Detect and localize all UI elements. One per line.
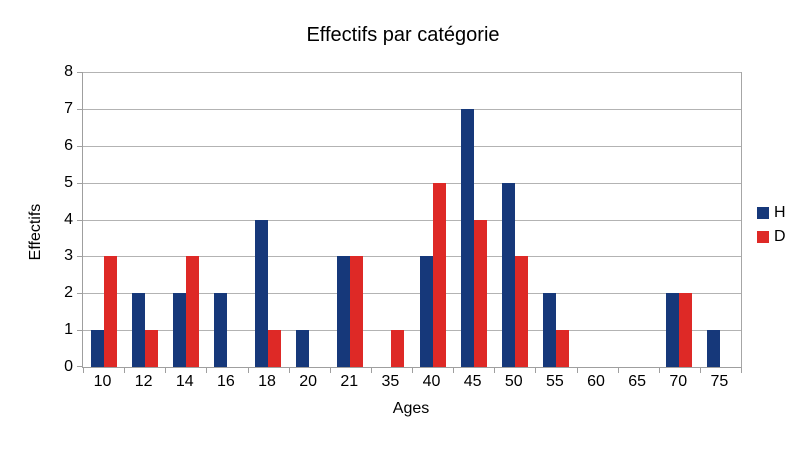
gridline-y-2 bbox=[83, 293, 741, 295]
x-axis-label-40: 40 bbox=[422, 373, 441, 390]
y-axis-label-7: 7 bbox=[64, 99, 73, 117]
bar-d-10 bbox=[103, 256, 117, 367]
x-axis-label-75: 75 bbox=[710, 373, 729, 390]
bar-h-21 bbox=[337, 256, 351, 367]
x-tick-boundary-3 bbox=[206, 368, 208, 373]
gridline-y-4 bbox=[83, 219, 741, 221]
legend: H D bbox=[757, 204, 786, 245]
y-tick-0 bbox=[77, 366, 82, 367]
gridline-y-6 bbox=[83, 145, 741, 147]
y-tick-3 bbox=[77, 256, 82, 258]
y-tick-8 bbox=[77, 72, 82, 73]
bar-h-20 bbox=[296, 330, 310, 367]
legend-item-d: D bbox=[757, 228, 786, 245]
bar-d-40 bbox=[432, 182, 446, 367]
x-tick-boundary-1 bbox=[124, 368, 126, 373]
x-tick-boundary-11 bbox=[535, 368, 537, 373]
bar-d-12 bbox=[144, 330, 158, 367]
x-tick-boundary-4 bbox=[247, 368, 249, 373]
bar-h-18 bbox=[255, 219, 269, 367]
y-tick-2 bbox=[77, 293, 82, 295]
y-axis-label-2: 2 bbox=[64, 284, 73, 302]
y-axis-label-0: 0 bbox=[64, 358, 73, 375]
bar-d-18 bbox=[268, 330, 282, 367]
bar-d-45 bbox=[473, 219, 487, 367]
x-tick-boundary-10 bbox=[494, 368, 496, 373]
legend-item-h: H bbox=[757, 204, 786, 221]
x-tick-boundary-5 bbox=[288, 368, 290, 373]
x-axis-label-70: 70 bbox=[669, 373, 688, 390]
x-axis-label-65: 65 bbox=[628, 373, 647, 390]
y-tick-4 bbox=[77, 219, 82, 221]
bar-d-21 bbox=[350, 256, 364, 367]
x-tick-boundary-7 bbox=[370, 368, 372, 373]
gridline-y-3 bbox=[83, 256, 741, 258]
bar-d-50 bbox=[514, 256, 528, 367]
bar-h-12 bbox=[131, 293, 145, 367]
x-tick-boundary-12 bbox=[576, 368, 578, 373]
x-axis-label-20: 20 bbox=[299, 373, 318, 390]
bar-d-35 bbox=[391, 330, 405, 367]
x-axis-label-12: 12 bbox=[134, 373, 153, 390]
x-axis-label-60: 60 bbox=[587, 373, 605, 390]
x-tick-boundary-2 bbox=[165, 368, 167, 373]
x-axis-title: Ages bbox=[392, 400, 430, 417]
bar-h-50 bbox=[501, 182, 515, 367]
x-axis-label-10: 10 bbox=[93, 373, 112, 390]
y-axis-label-8: 8 bbox=[64, 63, 73, 80]
x-axis-label-55: 55 bbox=[546, 373, 564, 390]
gridline-y-7 bbox=[83, 108, 741, 110]
y-tick-6 bbox=[77, 145, 82, 147]
bar-h-45 bbox=[460, 108, 474, 367]
bar-h-10 bbox=[90, 330, 104, 367]
x-tick-boundary-13 bbox=[617, 368, 619, 373]
gridline-y-5 bbox=[83, 182, 741, 184]
x-axis-label-14: 14 bbox=[175, 373, 194, 390]
bar-h-14 bbox=[172, 293, 186, 367]
x-tick-boundary-15 bbox=[699, 368, 701, 373]
y-tick-1 bbox=[77, 330, 82, 332]
y-axis-label-5: 5 bbox=[64, 173, 73, 191]
x-axis-label-21: 21 bbox=[340, 373, 359, 390]
x-tick-boundary-16 bbox=[741, 368, 742, 373]
y-axis-label-4: 4 bbox=[64, 210, 73, 228]
y-axis-label-3: 3 bbox=[64, 247, 73, 265]
y-axis-label-6: 6 bbox=[64, 136, 73, 154]
bar-d-55 bbox=[555, 330, 569, 367]
x-axis-label-35: 35 bbox=[381, 373, 400, 390]
bar-h-16 bbox=[213, 293, 227, 367]
legend-swatch-d bbox=[757, 231, 769, 243]
bar-h-70 bbox=[666, 293, 680, 367]
bar-d-14 bbox=[185, 256, 199, 367]
x-tick-boundary-14 bbox=[658, 368, 660, 373]
bar-d-70 bbox=[679, 293, 693, 367]
legend-label-d: D bbox=[774, 228, 786, 245]
x-tick-boundary-8 bbox=[412, 368, 413, 373]
bar-h-75 bbox=[707, 330, 721, 367]
x-tick-boundary-9 bbox=[453, 368, 455, 373]
y-axis-label-1: 1 bbox=[64, 321, 73, 339]
x-axis-label-16: 16 bbox=[217, 373, 235, 390]
x-tick-boundary-6 bbox=[329, 368, 331, 373]
bar-h-55 bbox=[542, 293, 556, 367]
x-axis-label-50: 50 bbox=[504, 373, 523, 390]
chart-title: Effectifs par catégorie bbox=[306, 24, 500, 46]
x-axis-label-18: 18 bbox=[258, 373, 276, 390]
gridline-y-8 bbox=[83, 72, 741, 73]
bar-h-40 bbox=[419, 256, 433, 367]
y-tick-5 bbox=[77, 182, 82, 184]
x-tick-boundary-0 bbox=[83, 368, 84, 373]
x-axis-label-45: 45 bbox=[463, 373, 482, 390]
legend-swatch-h bbox=[757, 207, 769, 219]
gridline-y-1 bbox=[83, 330, 741, 332]
y-tick-7 bbox=[77, 108, 82, 110]
legend-label-h: H bbox=[774, 204, 786, 221]
plot-area bbox=[77, 72, 742, 373]
